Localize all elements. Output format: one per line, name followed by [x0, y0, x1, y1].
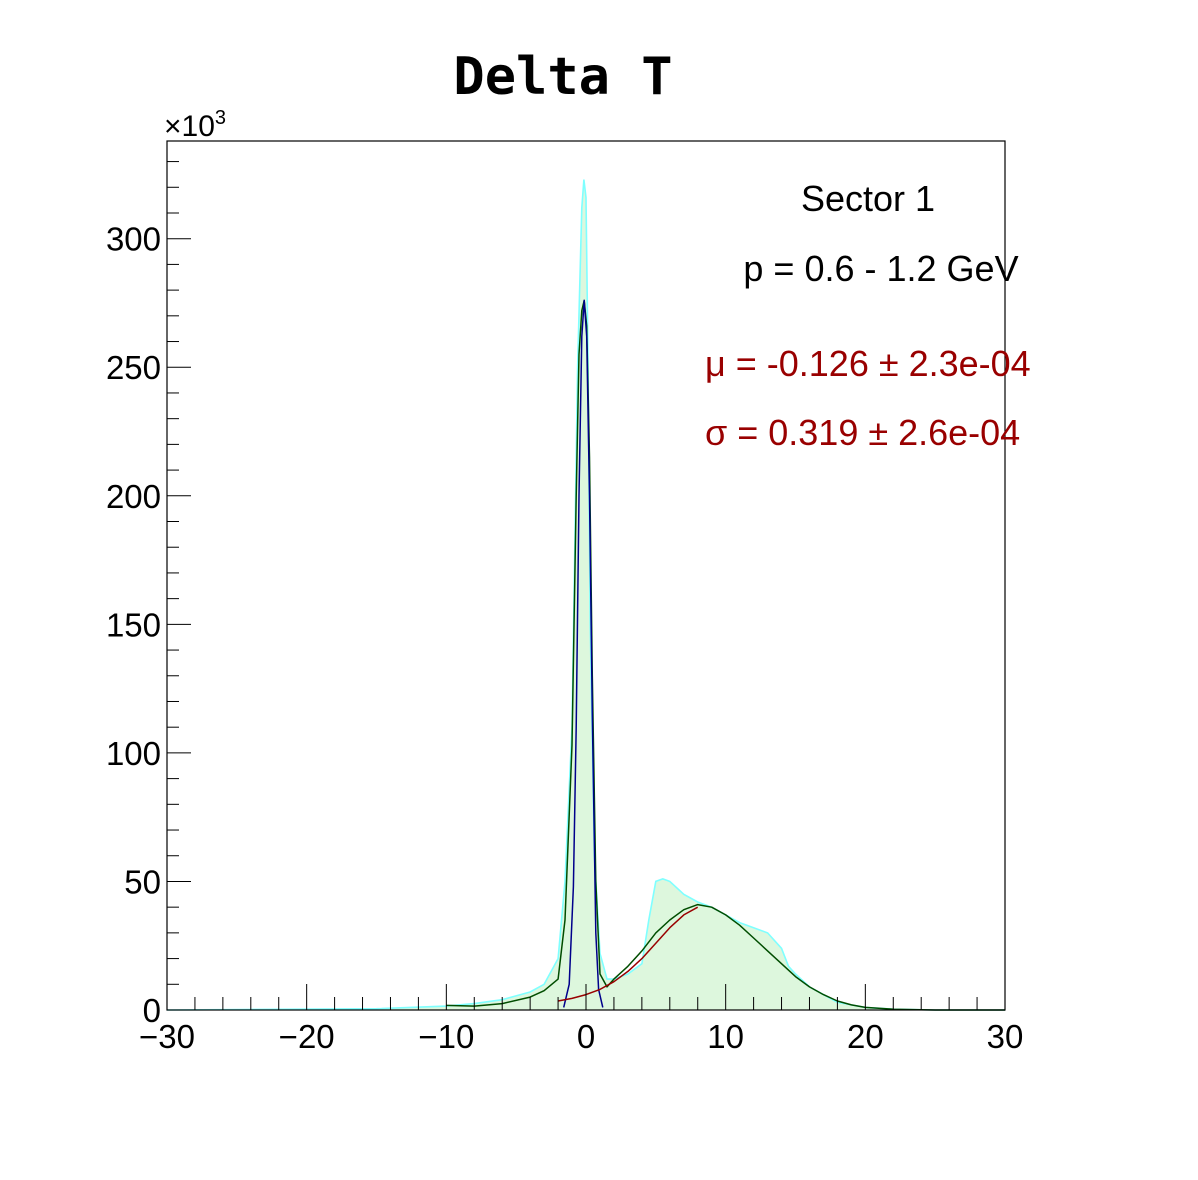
- y-multiplier: ×103: [164, 107, 226, 143]
- y-tick-label: 0: [143, 992, 161, 1029]
- histogram-fill: [167, 179, 1005, 1011]
- signal-fit-curve: [562, 299, 604, 1008]
- x-tick-label: −10: [418, 1018, 474, 1055]
- y-tick-label: 200: [106, 478, 161, 515]
- x-tick-label: 20: [847, 1018, 884, 1055]
- x-tick-label: −20: [279, 1018, 335, 1055]
- fit-curves: [446, 299, 1005, 1011]
- y-multiplier-label: ×103: [164, 107, 226, 143]
- mu-fit-result: μ = -0.126 ± 2.3e-04: [705, 343, 1031, 384]
- x-tick-label: 10: [707, 1018, 744, 1055]
- y-tick-label: 50: [124, 863, 161, 900]
- background-fit-curve: [557, 906, 699, 1002]
- momentum-range-label: p = 0.6 - 1.2 GeV: [743, 248, 1018, 289]
- x-tick-label: 30: [987, 1018, 1024, 1055]
- y-axis: 0 50 100 150 200 250 300: [106, 161, 191, 1029]
- y-tick-label: 250: [106, 349, 161, 386]
- x-axis: −30 −20 −10 0 10 20 30: [139, 984, 1023, 1055]
- sector-label: Sector 1: [801, 178, 935, 219]
- x-tick-label: 0: [577, 1018, 595, 1055]
- y-tick-label: 100: [106, 735, 161, 772]
- x-tick-label: −30: [139, 1018, 195, 1055]
- chart-title: Delta T: [453, 47, 672, 107]
- total-fit-curve: [446, 299, 1005, 1011]
- sigma-fit-result: σ = 0.319 ± 2.6e-04: [705, 412, 1020, 453]
- y-tick-label: 150: [106, 606, 161, 643]
- y-tick-label: 300: [106, 221, 161, 258]
- histogram-area: [166, 179, 1005, 1011]
